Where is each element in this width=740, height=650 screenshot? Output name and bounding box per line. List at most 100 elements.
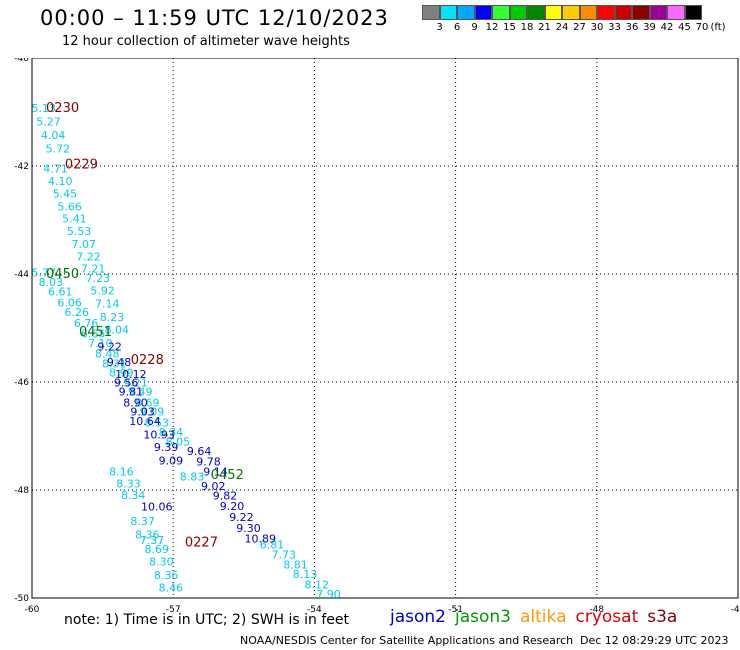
color-scale-label: 33 (608, 22, 621, 33)
wave-height-label: 7.23 (86, 272, 111, 285)
x-tick-label: -60 (25, 605, 40, 615)
wave-height-label: 8.83 (180, 470, 205, 483)
wave-height-label: 5.66 (57, 200, 82, 213)
wave-height-label: 8.04 (104, 323, 129, 336)
color-scale-swatch (439, 5, 457, 20)
wave-height-label: 9.03 (130, 405, 155, 418)
y-tick-label: -46 (14, 378, 29, 388)
wave-height-label: 8.34 (159, 426, 184, 439)
wave-height-label: 6.65 (81, 328, 106, 341)
color-scale-swatch (579, 5, 597, 20)
color-scale-swatch (509, 5, 527, 20)
color-scale-swatch (474, 5, 492, 20)
wave-height-label: 9.56 (114, 376, 139, 389)
satellite-legend-item: altika (520, 607, 567, 627)
wave-height-label: 7.90 (316, 588, 341, 601)
color-scale-label: 45 (678, 22, 691, 33)
x-tick-label: -51 (448, 605, 463, 615)
wave-height-label: 9.39 (154, 441, 179, 454)
wave-height-label: 8.69 (135, 396, 160, 409)
wave-height-label: 9.78 (196, 456, 221, 469)
plot-area: -60 -57 -54 -51 -48 -45 -40 -42 -44 -46 -48 -50 5.13… (14, 58, 740, 615)
color-scale-label: 39 (643, 22, 656, 33)
satellite-legend-item: jason3 (455, 607, 511, 627)
color-scale-swatch (597, 5, 615, 20)
x-tick-label: -54 (307, 605, 322, 615)
wave-height-label: 9.81 (119, 386, 144, 399)
wave-height-label: 8.46 (159, 582, 184, 595)
x-tick-label: -45 (731, 605, 740, 615)
wave-height-label: 8.36 (154, 569, 179, 582)
color-scale-label: 9 (471, 22, 478, 33)
color-scale-swatch (649, 5, 667, 20)
color-scale-label: 27 (573, 22, 586, 33)
wave-height-label: 8.31 (102, 357, 127, 370)
chart-title: 00:00 – 11:59 UTC 12/10/2023 (40, 6, 389, 30)
wave-height-label: 9.21 (123, 376, 148, 389)
wave-height-label: 6.76 (74, 317, 99, 330)
color-scale-label: 70 (695, 22, 709, 33)
wave-height-label: 10.89 (245, 532, 277, 545)
color-scale-label: 18 (520, 22, 534, 33)
color-scale-swatch (527, 5, 545, 20)
pass-time-label: 0228 (131, 353, 164, 368)
wave-height-label: 7.14 (95, 297, 120, 310)
wave-height-label: 9.48 (107, 356, 132, 369)
satellite-legend-item: jason2 (390, 607, 446, 627)
wave-height-label: 8.37 (130, 515, 155, 528)
y-tick-label: -44 (14, 270, 29, 280)
wave-height-label: 8.69 (144, 543, 169, 556)
wave-height-label: 6.26 (64, 306, 89, 319)
wave-height-label: 10.93 (143, 429, 175, 442)
wave-height-label: 9.09 (159, 455, 184, 468)
wave-height-label: 7.10 (88, 337, 113, 350)
color-scale-swatch (492, 5, 510, 20)
pass-time-label: 0450 (46, 267, 79, 282)
color-scale-label: 24 (555, 22, 569, 33)
color-scale-label: 36 (625, 22, 639, 33)
wave-height-label: 8.99 (109, 367, 134, 380)
color-scale-swatch (562, 5, 580, 20)
wave-height-label: 5.92 (90, 285, 115, 298)
wave-height-label: 5.72 (46, 143, 71, 156)
wave-height-label: 8.13 (293, 568, 318, 581)
y-tick-label: -40 (14, 58, 29, 64)
wave-height-label: 4.04 (41, 129, 66, 142)
legend-note: note: 1) Time is in UTC; 2) SWH is in fe… (64, 612, 350, 628)
wave-height-label: 4.10 (48, 175, 73, 188)
color-scale-bar (422, 5, 702, 20)
wave-height-label: 4.71 (43, 162, 68, 175)
pass-time-label: 0230 (46, 101, 79, 116)
wave-height-label: 5.45 (53, 187, 78, 200)
y-tick-label: -50 (14, 594, 29, 604)
wave-height-label: 7.07 (72, 238, 97, 251)
wave-height-label: 7.21 (81, 262, 106, 275)
footer-timestamp: Dec 12 08:29:29 UTC 2023 (580, 634, 729, 647)
color-scale-label: 6 (453, 22, 461, 33)
wave-height-label: 10.06 (141, 501, 173, 514)
wave-height-label: 7.22 (76, 251, 101, 264)
wave-height-label: 8.53 (144, 416, 169, 429)
wave-height-label: 9.22 (229, 511, 254, 524)
wave-height-label: 9.20 (220, 500, 245, 513)
satellite-legend: jason2 jason3 altika cryosat s3a (390, 607, 686, 627)
wave-height-label: 8.16 (109, 465, 134, 478)
wave-height-label: 9.30 (236, 522, 261, 535)
color-scale-swatch (614, 5, 632, 20)
wave-height-label: 7.73 (272, 549, 297, 562)
x-tick-label: -48 (589, 605, 604, 615)
wave-height-label: 9.64 (187, 445, 212, 458)
wave-height-label: 8.33 (116, 477, 141, 490)
wave-height-label: 9.49 (128, 386, 153, 399)
wave-height-label: 8.36 (135, 529, 160, 542)
wave-height-label: 8.03 (39, 276, 64, 289)
wave-height-label: 5.53 (67, 225, 92, 238)
wave-height-label: 8.23 (100, 311, 125, 324)
wave-height-label: 5.13 (32, 102, 57, 115)
wave-height-label: 8.48 (95, 348, 120, 361)
wave-height-label: 9.82 (213, 490, 238, 503)
wave-height-label: 10.12 (115, 368, 147, 381)
wave-height-label: 6.61 (48, 286, 73, 299)
plot-frame (31, 58, 739, 599)
color-scale-swatch (544, 5, 562, 20)
